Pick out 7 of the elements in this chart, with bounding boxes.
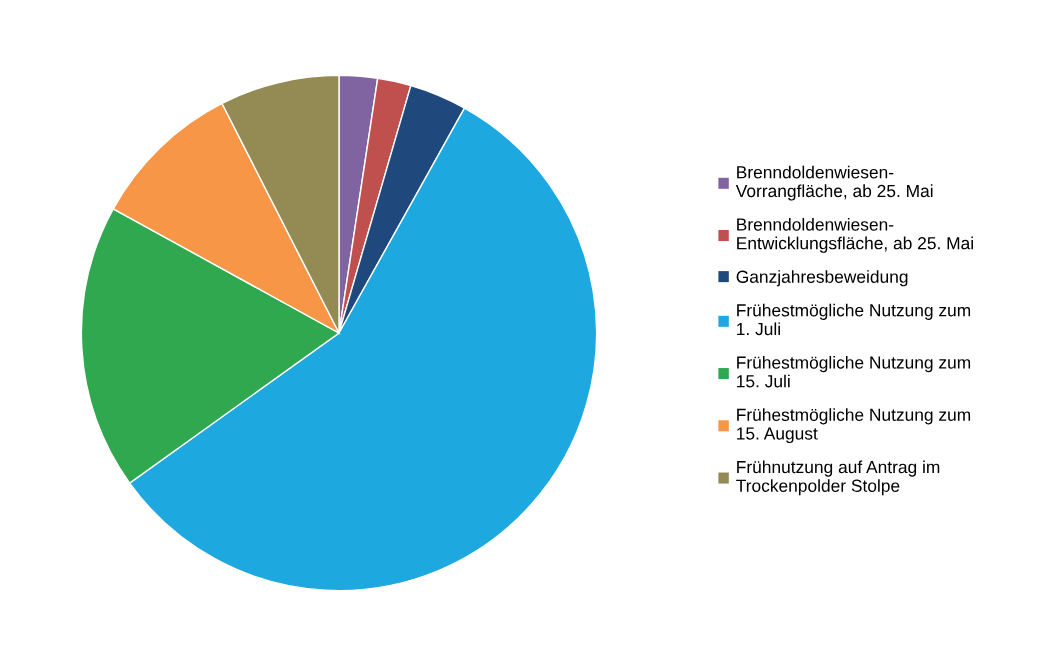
legend-label: Frühestmögliche Nutzung zum 15. Juli — [737, 355, 971, 388]
legend-label: Frühnutzung auf Antrag im Trockenpolder Stolpe — [736, 460, 940, 496]
legend-label: Ganzjahresbeweidung — [736, 270, 908, 287]
legend-label: Frühestmögliche Nutzung zum 15. August — [737, 408, 971, 444]
legend-label: Frühestmögliche Nutzung zum 1. Juli — [737, 303, 971, 336]
legend-label: Brenndoldenwiesen- Entwicklungsfläche, ab 25. Mai — [737, 217, 973, 253]
legend-label: Brenndoldenwiesen- Vorrangfläche, ab 25. Mai — [735, 165, 933, 201]
